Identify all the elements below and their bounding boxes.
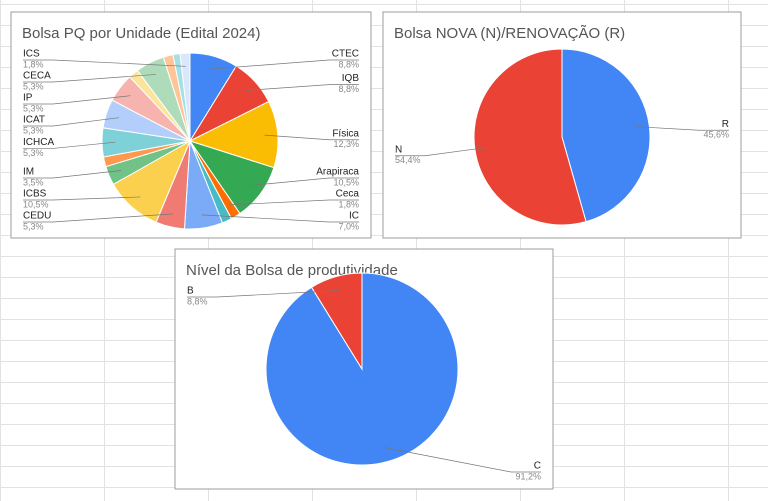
slice-label: IQB (342, 73, 360, 84)
slice-value: 1,8% (23, 59, 44, 69)
leader-line (23, 59, 186, 67)
leader-line (228, 199, 359, 206)
leader-line (264, 134, 359, 141)
slice-value: 5,3% (23, 221, 44, 231)
leader-line (636, 126, 729, 131)
slice-label: ICAT (23, 115, 45, 126)
chart-title: Bolsa PQ por Unidade (Edital 2024) (22, 25, 260, 42)
slice-label: Arapiraca (316, 167, 359, 178)
leader-line (23, 117, 119, 127)
slice-value: 5,3% (23, 81, 44, 91)
leader-line (210, 59, 359, 70)
slice-value: 8,8% (338, 59, 359, 69)
chart-title: Bolsa NOVA (N)/RENOVAÇÃO (R) (394, 25, 625, 42)
pie-slice (561, 48, 651, 223)
leader-line (384, 447, 541, 473)
pie-slice (179, 52, 191, 142)
slice-label: C (534, 461, 541, 472)
leader-line (23, 74, 156, 83)
slice-label: B (187, 286, 194, 297)
slice-value: 10,5% (333, 177, 359, 187)
slice-label: Física (332, 128, 359, 139)
slice-value: 45,6% (703, 130, 729, 140)
leader-line (250, 177, 359, 186)
slice-value: 5,3% (23, 103, 44, 113)
slice-label: R (722, 119, 729, 130)
leader-line (201, 214, 359, 223)
slice-label: IC (349, 211, 359, 222)
slice-label: CECA (23, 71, 51, 82)
slice-label: N (395, 144, 402, 155)
pie-slice (310, 272, 363, 371)
leader-line (245, 84, 359, 91)
slice-value: 54,4% (395, 155, 421, 165)
leader-line (23, 170, 122, 179)
slice-value: 12,3% (333, 139, 359, 149)
leader-line (23, 213, 174, 223)
slice-label: ICBS (23, 189, 47, 200)
leader-line (23, 95, 131, 105)
slice-value: 8,8% (338, 84, 359, 94)
slice-label: ICS (23, 49, 40, 60)
slice-value: 10,5% (23, 199, 49, 209)
leader-line (395, 146, 488, 157)
slice-label: CTEC (332, 49, 359, 60)
slice-value: 5,3% (23, 125, 44, 135)
slice-value: 7,0% (338, 221, 359, 231)
slice-value: 1,8% (338, 199, 359, 209)
slice-label: Ceca (336, 189, 360, 200)
slice-value: 5,3% (23, 148, 44, 158)
slice-value: 8,8% (187, 296, 208, 306)
pie-slice (188, 100, 279, 169)
slice-label: IP (23, 93, 33, 104)
slice-label: ICHCA (23, 137, 54, 148)
slice-label: IM (23, 167, 34, 178)
leader-line (187, 290, 340, 298)
slice-value: 3,5% (23, 177, 44, 187)
slice-label: CEDU (23, 211, 51, 222)
leader-line (23, 141, 116, 149)
leader-line (23, 196, 141, 201)
slice-value: 91,2% (515, 471, 541, 481)
